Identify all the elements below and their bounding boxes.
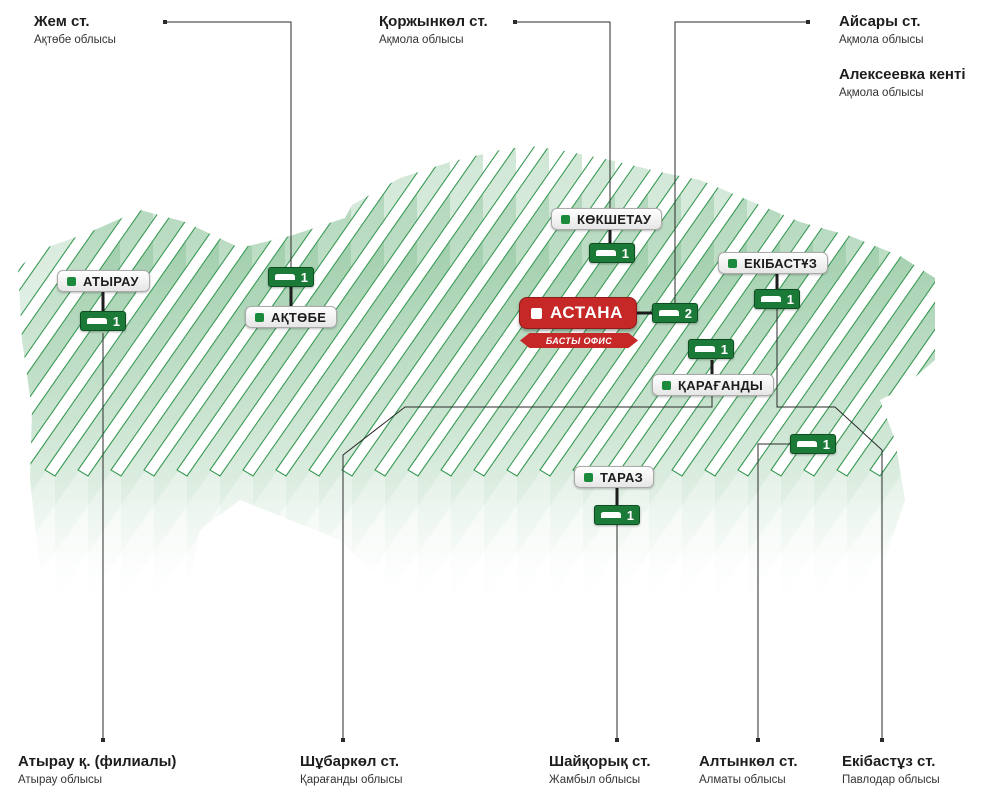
station-count-badge-aktobe: 1 <box>268 267 314 287</box>
annotation-region: Қарағанды облысы <box>300 774 403 786</box>
station-count-badge-kokshetau: 1 <box>589 243 635 263</box>
annotation-title: Екібастұз ст. <box>842 753 936 770</box>
station-count: 1 <box>621 245 629 261</box>
train-icon <box>761 296 781 302</box>
station-count-badge-altynkol: 1 <box>790 434 836 454</box>
city-label-karagandy: ҚАРАҒАНДЫ <box>652 374 775 396</box>
station-count: 1 <box>112 313 120 329</box>
annotation-title: Жем ст. <box>34 13 90 30</box>
green-square-icon <box>584 472 593 482</box>
station-count: 1 <box>786 291 794 307</box>
head-office-ribbon: БАСТЫ ОФИС <box>520 333 638 348</box>
annotation-title: Алексеевка кенті <box>839 66 966 83</box>
train-icon <box>601 512 621 518</box>
annotation-aisary: Айсары ст. Ақмола облысы <box>839 13 924 48</box>
annotation-region: Ақтөбе облысы <box>34 34 116 46</box>
map-stripe <box>18 146 220 477</box>
city-name: ТАРАЗ <box>600 469 644 485</box>
station-count-badge-astana: 2 <box>652 303 698 323</box>
city-label-taraz: ТАРАЗ <box>574 466 655 488</box>
city-name: АТЫРАУ <box>83 273 139 289</box>
leader-zhem <box>165 21 292 268</box>
annotation-title: Атырау қ. (филиалы) <box>18 753 177 770</box>
train-icon <box>797 441 817 447</box>
hq-city-name: АСТАНА <box>550 303 623 322</box>
city-label-ekibastuz: ЕКІБАСТҰЗ <box>718 252 829 274</box>
city-name: ҚАРАҒАНДЫ <box>678 377 764 393</box>
station-count-badge-karagandy: 1 <box>688 339 734 359</box>
station-count: 1 <box>720 341 728 357</box>
city-name: ЕКІБАСТҰЗ <box>744 255 818 271</box>
station-count-badge-taraz: 1 <box>594 505 640 525</box>
leader-shubarkol <box>342 394 713 740</box>
station-count: 2 <box>684 305 692 321</box>
leader-altynkol <box>757 443 792 740</box>
map-stripe <box>275 146 517 477</box>
station-count-badge-atyrau: 1 <box>80 311 126 331</box>
map-stripe <box>341 146 583 477</box>
green-square-icon <box>67 276 76 286</box>
white-square-icon <box>531 307 542 319</box>
annotation-ekibastuz-st: Екібастұз ст. Павлодар облысы <box>842 753 940 788</box>
annotation-atyrau-branch: Атырау қ. (филиалы) Атырау облысы <box>18 753 176 788</box>
city-label-atyrau: АТЫРАУ <box>57 270 150 292</box>
leader-ekibastuz <box>776 307 883 740</box>
leader-aisary <box>674 21 808 305</box>
annotation-zhem: Жем ст. Ақтөбе облысы <box>34 13 116 48</box>
annotation-title: Алтынкөл ст. <box>699 753 798 770</box>
annotation-title: Шайқорық ст. <box>549 753 651 770</box>
annotation-korzhynkol: Қоржынкөл ст. Ақмола облысы <box>379 13 488 48</box>
leader-korzhynkol <box>515 21 611 212</box>
annotation-title: Қоржынкөл ст. <box>379 13 488 30</box>
annotation-region: Атырау облысы <box>18 774 103 786</box>
map-stripe <box>18 146 187 477</box>
station-count: 1 <box>822 436 830 452</box>
map-stripe <box>242 146 484 477</box>
city-label-astana-head-office: АСТАНА <box>519 297 637 329</box>
map-stripe <box>803 146 935 477</box>
green-square-icon <box>561 214 570 224</box>
city-name: КӨКШЕТАУ <box>577 211 652 227</box>
station-count: 1 <box>300 269 308 285</box>
annotation-title: Айсары ст. <box>839 13 921 30</box>
city-label-kokshetau: КӨКШЕТАУ <box>551 208 663 230</box>
city-name: АҚТӨБЕ <box>271 309 327 325</box>
annotation-shaikoryk: Шайқорық ст. Жамбыл облысы <box>549 753 651 788</box>
green-square-icon <box>728 258 737 268</box>
annotation-region: Ақмола облысы <box>379 34 464 46</box>
green-square-icon <box>662 380 671 390</box>
annotation-alekseevka: Алексеевка кенті Ақмола облысы <box>839 66 966 101</box>
train-icon <box>659 310 679 316</box>
annotation-shubarkol: Шұбаркөл ст. Қарағанды облысы <box>300 753 402 788</box>
station-count-badge-ekibastuz: 1 <box>754 289 800 309</box>
annotation-title: Шұбаркөл ст. <box>300 753 400 770</box>
train-icon <box>275 274 295 280</box>
green-square-icon <box>255 312 264 322</box>
annotation-region: Жамбыл облысы <box>549 774 641 786</box>
train-icon <box>596 250 616 256</box>
annotation-region: Алматы облысы <box>699 774 786 786</box>
hq-subtitle: БАСТЫ ОФИС <box>545 335 613 346</box>
annotation-region: Ақмола облысы <box>839 34 924 46</box>
train-icon <box>87 318 107 324</box>
map-stripe <box>308 146 550 477</box>
train-icon <box>695 346 715 352</box>
station-count: 1 <box>626 507 634 523</box>
annotation-region: Ақмола облысы <box>839 87 924 99</box>
annotation-region: Павлодар облысы <box>842 774 940 786</box>
city-label-aktobe: АҚТӨБЕ <box>245 306 338 328</box>
annotation-altynkol: Алтынкөл ст. Алматы облысы <box>699 753 797 788</box>
